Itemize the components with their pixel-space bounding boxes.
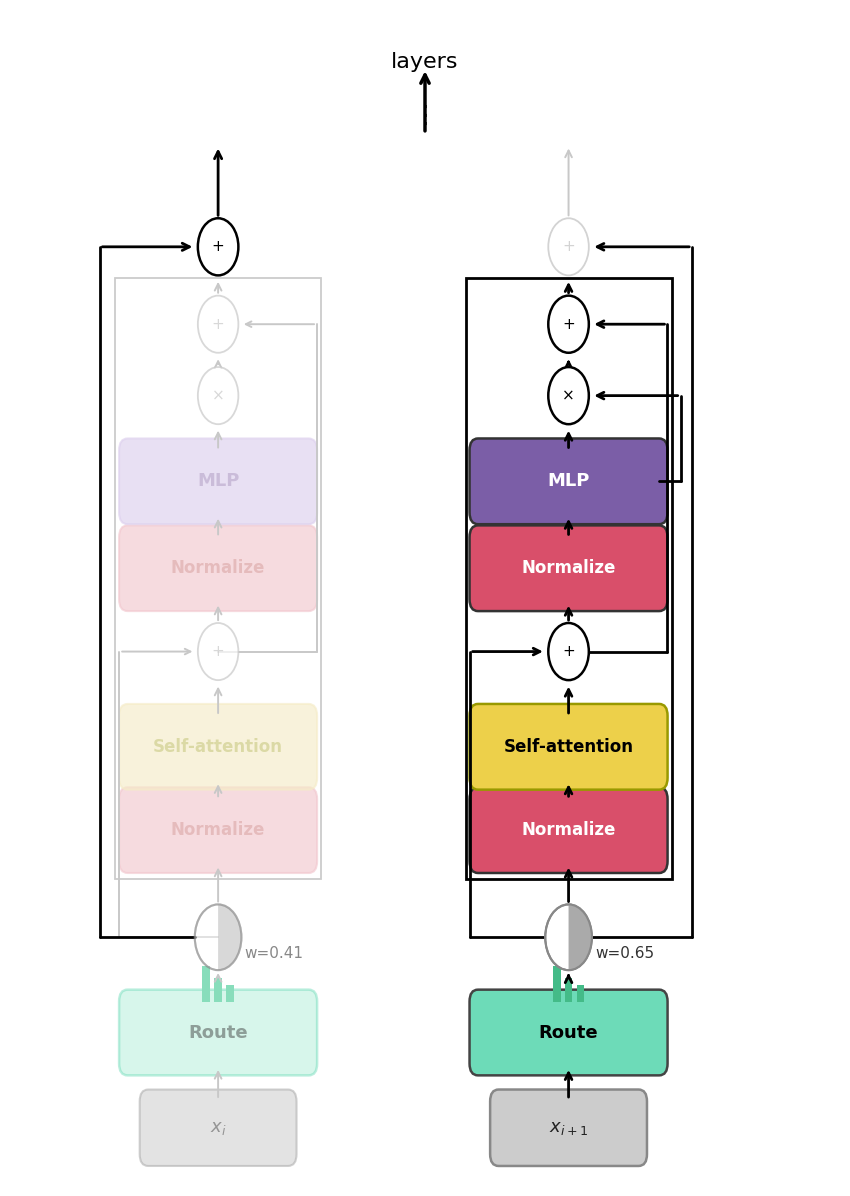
- Text: layers: layers: [391, 51, 459, 72]
- FancyBboxPatch shape: [119, 439, 317, 524]
- Text: w=0.65: w=0.65: [595, 946, 654, 960]
- FancyBboxPatch shape: [469, 439, 667, 524]
- Text: +: +: [562, 239, 575, 255]
- Wedge shape: [569, 904, 592, 970]
- Circle shape: [548, 623, 589, 681]
- Circle shape: [198, 367, 238, 425]
- Text: Normalize: Normalize: [171, 822, 265, 840]
- FancyBboxPatch shape: [469, 989, 667, 1075]
- Text: $x_{i+1}$: $x_{i+1}$: [549, 1118, 588, 1136]
- Text: Self-attention: Self-attention: [503, 738, 633, 756]
- Bar: [564, 978, 572, 1001]
- FancyBboxPatch shape: [469, 704, 667, 789]
- FancyBboxPatch shape: [469, 525, 667, 611]
- Bar: [214, 978, 222, 1001]
- Text: $x_i$: $x_i$: [210, 1118, 226, 1136]
- FancyBboxPatch shape: [139, 1090, 297, 1166]
- Text: ×: ×: [562, 389, 575, 403]
- Circle shape: [548, 367, 589, 425]
- Text: Route: Route: [189, 1024, 248, 1042]
- Circle shape: [195, 904, 241, 970]
- Bar: [115, 277, 321, 879]
- Circle shape: [548, 218, 589, 275]
- FancyBboxPatch shape: [119, 704, 317, 789]
- Circle shape: [198, 623, 238, 681]
- Text: ⋮: ⋮: [412, 104, 438, 128]
- FancyBboxPatch shape: [119, 525, 317, 611]
- Circle shape: [548, 295, 589, 353]
- FancyBboxPatch shape: [119, 989, 317, 1075]
- Bar: [226, 984, 234, 1001]
- Circle shape: [198, 218, 238, 275]
- Text: Self-attention: Self-attention: [153, 738, 283, 756]
- Bar: [553, 966, 560, 1001]
- Text: +: +: [562, 645, 575, 659]
- FancyBboxPatch shape: [469, 787, 667, 873]
- Text: +: +: [212, 239, 224, 255]
- Bar: [466, 277, 672, 879]
- Text: Normalize: Normalize: [521, 822, 615, 840]
- FancyBboxPatch shape: [490, 1090, 647, 1166]
- Circle shape: [198, 295, 238, 353]
- Circle shape: [545, 904, 592, 970]
- Bar: [576, 984, 584, 1001]
- Text: w=0.41: w=0.41: [245, 946, 303, 960]
- Text: Route: Route: [539, 1024, 598, 1042]
- Text: +: +: [212, 317, 224, 331]
- Text: MLP: MLP: [197, 472, 240, 490]
- Bar: [202, 966, 210, 1001]
- Text: Normalize: Normalize: [521, 560, 615, 578]
- FancyBboxPatch shape: [119, 787, 317, 873]
- Text: +: +: [562, 317, 575, 331]
- Text: ×: ×: [212, 389, 224, 403]
- Text: Normalize: Normalize: [171, 560, 265, 578]
- Wedge shape: [218, 904, 241, 970]
- Text: MLP: MLP: [547, 472, 590, 490]
- Text: +: +: [212, 645, 224, 659]
